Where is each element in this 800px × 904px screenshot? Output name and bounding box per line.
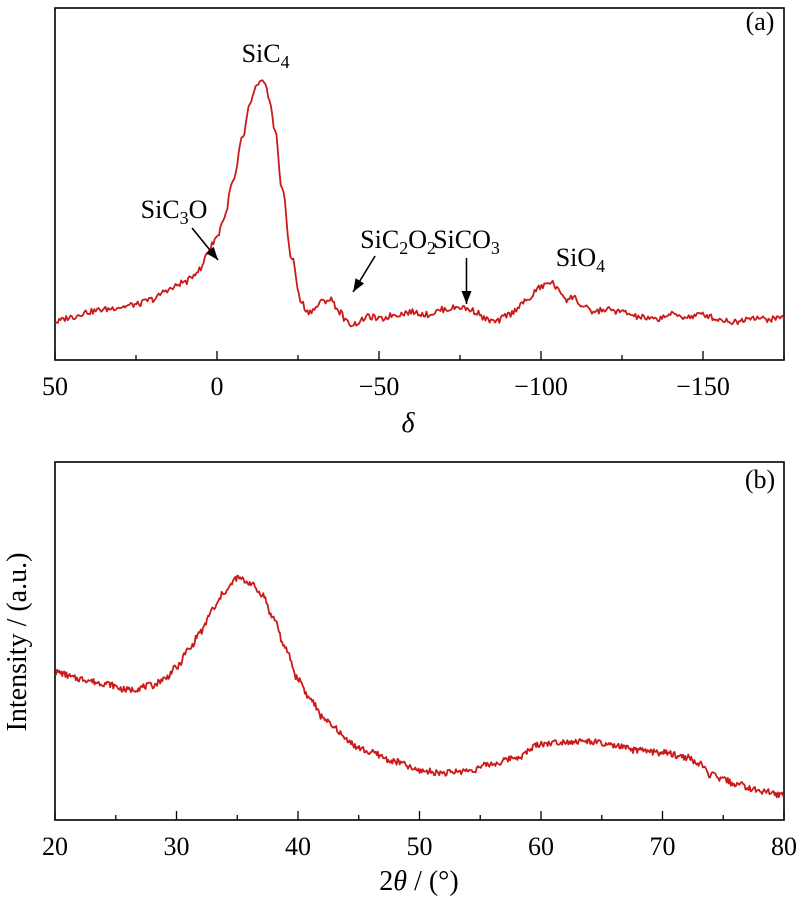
panel-b-x-axis-label-part-3: / (°)	[407, 866, 459, 897]
x-tick-label: −50	[359, 372, 400, 401]
peak-label-text: SiC	[141, 195, 180, 224]
x-tick-label: 80	[771, 832, 797, 861]
x-tick-label: 70	[650, 832, 676, 861]
x-tick-label: 60	[528, 832, 554, 861]
panel-a-label: (a)	[746, 7, 775, 36]
x-tick-label: 0	[211, 372, 224, 401]
peak-label-subscript: 4	[596, 256, 605, 276]
x-tick-label: 20	[42, 832, 68, 861]
panel-b-x-axis-label-part-1: 2	[379, 866, 393, 897]
panel-a-ticks: 50 0 −50 −100 −150	[42, 351, 785, 401]
peak-label-sic2o2: SiC2O2	[360, 225, 436, 258]
peak-arrowhead-sic2o2	[353, 278, 365, 292]
panel-b-frame	[54, 461, 785, 821]
panel-a-series-line	[54, 79, 785, 328]
panel-b-y-axis-label: Intensity / (a.u.)	[2, 553, 33, 732]
peak-label-sio4: SiO4	[556, 243, 605, 276]
peak-label-subscript-2: 2	[427, 238, 436, 258]
peak-label-subscript: 3	[180, 208, 189, 228]
x-tick-label: 40	[285, 832, 311, 861]
panel-b-x-axis-label: 2θ / (°)	[379, 866, 458, 897]
peak-label-sico3: SiCO3	[433, 225, 500, 258]
panel-b: (b) 20 30 40 50 60 70 80 2θ / (°) Intensity / …	[2, 461, 797, 897]
peak-label-sic4: SiC4	[242, 39, 290, 72]
peak-label-subscript: 2	[399, 238, 408, 258]
peak-label-text: SiCO	[433, 225, 491, 254]
panel-b-series-line	[54, 574, 785, 799]
x-tick-label: −150	[676, 372, 730, 401]
peak-label-subscript: 3	[491, 238, 500, 258]
peak-label-text: SiO	[556, 243, 596, 272]
x-tick-label: 50	[407, 832, 433, 861]
x-tick-label: 30	[164, 832, 190, 861]
panel-a-x-axis-label: δ	[401, 408, 415, 439]
peak-arrowhead-sico3	[461, 291, 472, 304]
peak-arrowhead-sic3o	[206, 246, 218, 260]
peak-label-text-tail: O	[189, 195, 208, 224]
peak-label-subscript: 4	[281, 52, 290, 72]
peak-label-text-tail: O	[408, 225, 427, 254]
peak-label-sic3o: SiC3O	[141, 195, 208, 228]
x-tick-label: 50	[42, 372, 68, 401]
panel-a-frame	[54, 7, 785, 361]
peak-label-text: SiC	[242, 39, 281, 68]
peak-label-text: SiC	[360, 225, 399, 254]
panel-b-label: (b)	[745, 465, 775, 494]
panel-b-ticks: 20 30 40 50 60 70 80	[42, 811, 797, 861]
panel-b-x-axis-label-part-2: θ	[393, 866, 407, 897]
x-tick-label: −100	[514, 372, 568, 401]
